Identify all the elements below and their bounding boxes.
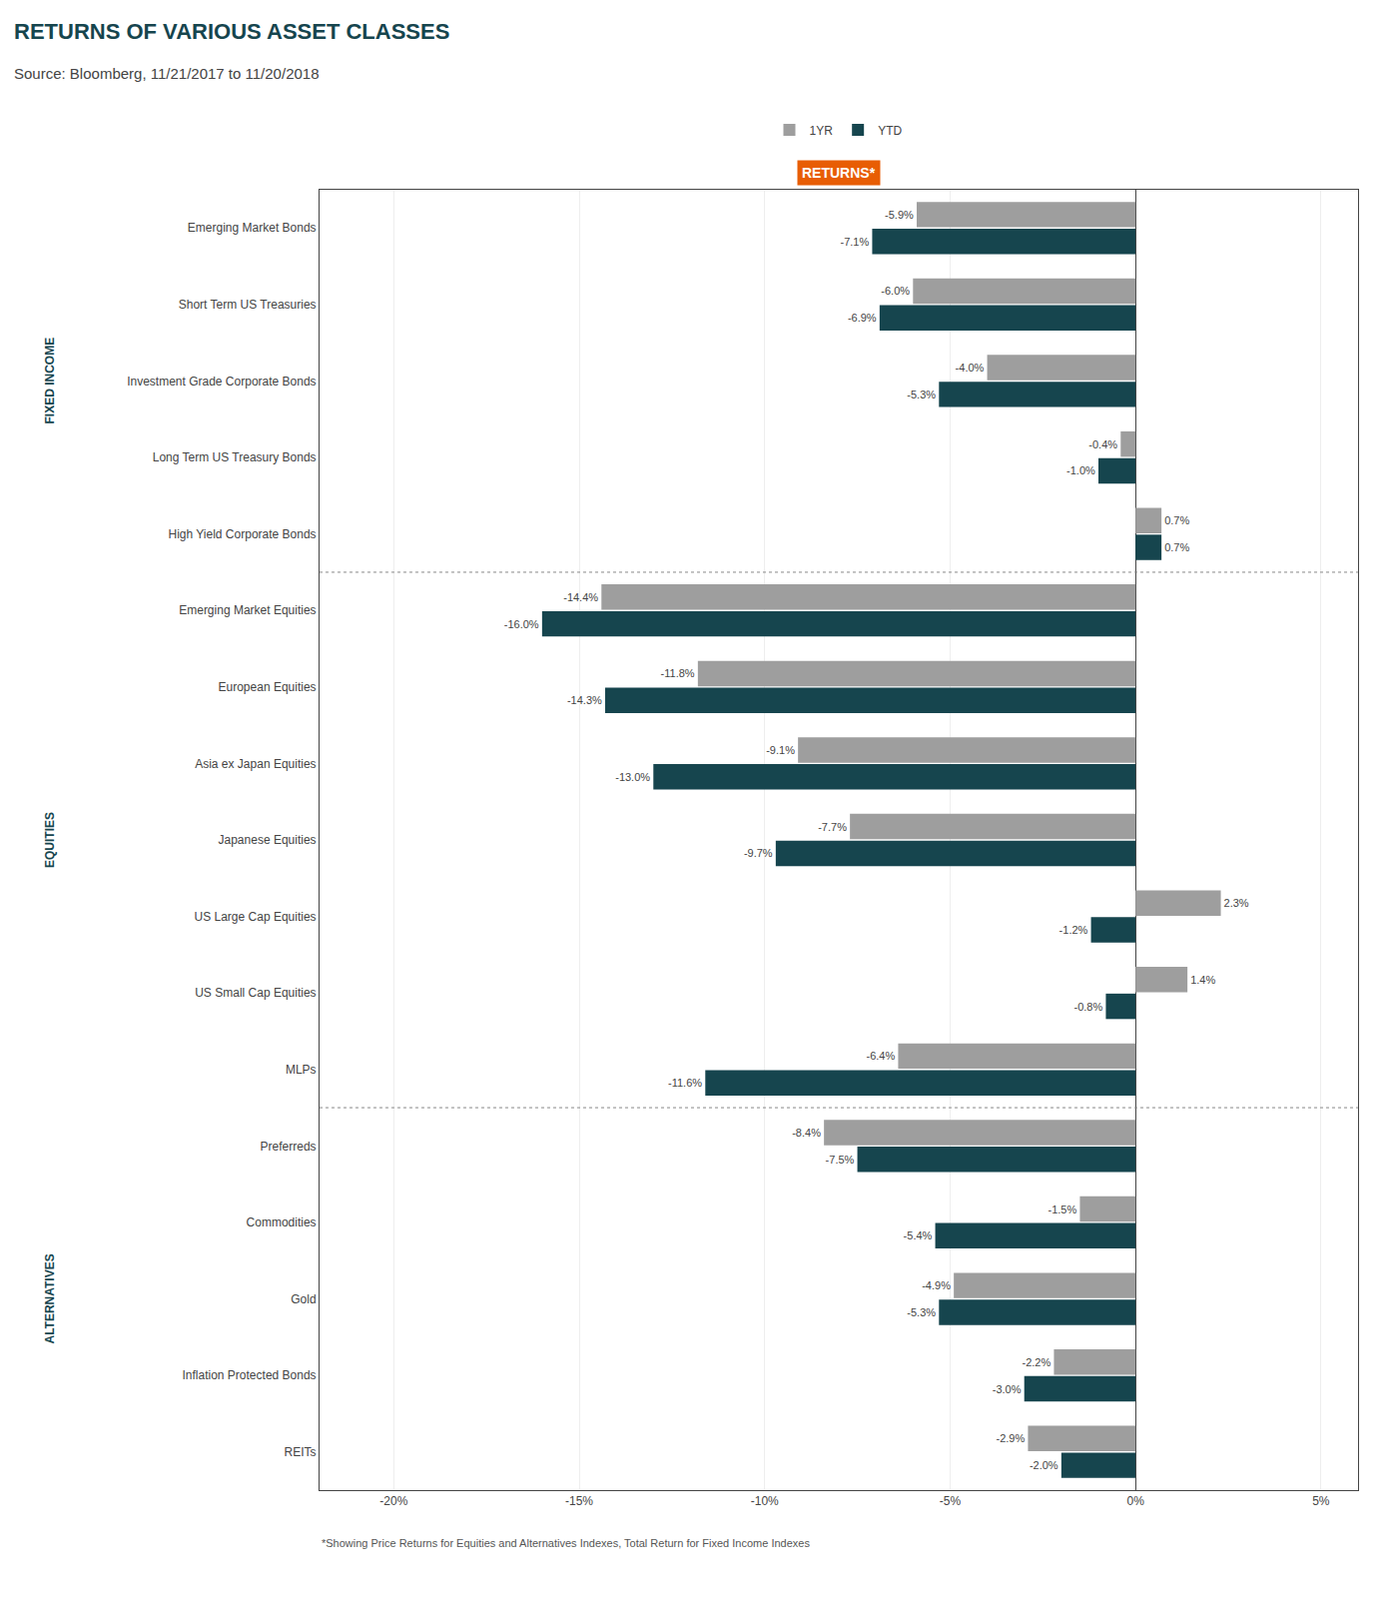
svg-text:2.3%: 2.3% bbox=[1224, 896, 1250, 909]
svg-text:-5.9%: -5.9% bbox=[884, 208, 914, 221]
svg-text:Preferreds: Preferreds bbox=[260, 1139, 317, 1154]
svg-text:European Equities: European Equities bbox=[218, 680, 317, 695]
svg-text:-6.9%: -6.9% bbox=[847, 311, 877, 324]
svg-text:Emerging Market Bonds: Emerging Market Bonds bbox=[187, 220, 317, 235]
svg-text:RETURNS*: RETURNS* bbox=[801, 164, 876, 181]
svg-text:0%: 0% bbox=[1126, 1493, 1145, 1508]
svg-text:Japanese Equities: Japanese Equities bbox=[218, 832, 317, 847]
svg-text:Long Term US Treasury Bonds: Long Term US Treasury Bonds bbox=[152, 450, 317, 465]
svg-text:-13.0%: -13.0% bbox=[615, 770, 651, 783]
svg-text:-20%: -20% bbox=[379, 1493, 408, 1508]
svg-text:-6.0%: -6.0% bbox=[880, 284, 910, 297]
svg-text:-15%: -15% bbox=[565, 1493, 594, 1508]
svg-text:Asia ex Japan Equities: Asia ex Japan Equities bbox=[194, 756, 316, 771]
svg-text:-16.0%: -16.0% bbox=[504, 618, 540, 631]
svg-text:US Large Cap Equities: US Large Cap Equities bbox=[194, 909, 317, 924]
svg-text:-4.9%: -4.9% bbox=[921, 1279, 951, 1292]
svg-text:-14.4%: -14.4% bbox=[563, 591, 599, 604]
svg-text:1YR: 1YR bbox=[809, 123, 834, 138]
svg-text:FIXED INCOME: FIXED INCOME bbox=[42, 337, 57, 425]
svg-text:Emerging Market Equities: Emerging Market Equities bbox=[178, 603, 316, 618]
svg-text:Investment Grade Corporate Bon: Investment Grade Corporate Bonds bbox=[126, 374, 316, 389]
svg-text:-7.5%: -7.5% bbox=[825, 1153, 855, 1166]
svg-text:-11.6%: -11.6% bbox=[668, 1076, 702, 1089]
svg-text:-3.0%: -3.0% bbox=[992, 1383, 1022, 1396]
svg-text:-9.7%: -9.7% bbox=[743, 846, 773, 859]
svg-text:Short Term US Treasuries: Short Term US Treasuries bbox=[178, 297, 317, 312]
svg-text:-0.8%: -0.8% bbox=[1073, 1000, 1103, 1013]
svg-text:-10%: -10% bbox=[750, 1493, 779, 1508]
svg-text:-1.2%: -1.2% bbox=[1059, 923, 1089, 936]
svg-text:5%: 5% bbox=[1312, 1493, 1331, 1508]
svg-text:ALTERNATIVES: ALTERNATIVES bbox=[42, 1253, 57, 1344]
svg-text:EQUITIES: EQUITIES bbox=[42, 811, 57, 868]
svg-text:-0.4%: -0.4% bbox=[1088, 438, 1118, 451]
svg-text:-2.2%: -2.2% bbox=[1021, 1356, 1051, 1369]
svg-text:-5.3%: -5.3% bbox=[906, 1306, 936, 1319]
svg-text:RETURNS OF VARIOUS ASSET CLASS: RETURNS OF VARIOUS ASSET CLASSES bbox=[13, 18, 450, 44]
svg-text:*Showing Price Returns for Equ: *Showing Price Returns for Equities and … bbox=[321, 1536, 810, 1549]
svg-text:Commodities: Commodities bbox=[246, 1215, 317, 1230]
svg-text:-9.1%: -9.1% bbox=[765, 743, 795, 756]
svg-text:-4.0%: -4.0% bbox=[955, 361, 985, 374]
svg-text:-8.4%: -8.4% bbox=[791, 1126, 821, 1139]
svg-text:Source: Bloomberg, 11/21/2017: Source: Bloomberg, 11/21/2017 to 11/20/2… bbox=[13, 64, 320, 82]
svg-text:0.7%: 0.7% bbox=[1164, 541, 1190, 554]
svg-text:-5%: -5% bbox=[939, 1493, 962, 1508]
svg-text:-11.8%: -11.8% bbox=[661, 667, 696, 680]
svg-text:0.7%: 0.7% bbox=[1164, 514, 1190, 527]
svg-text:YTD: YTD bbox=[877, 123, 902, 138]
svg-text:-5.4%: -5.4% bbox=[903, 1229, 933, 1242]
svg-text:-1.5%: -1.5% bbox=[1047, 1203, 1077, 1216]
svg-text:-5.3%: -5.3% bbox=[906, 388, 936, 401]
svg-text:-1.0%: -1.0% bbox=[1066, 464, 1096, 477]
svg-text:-14.3%: -14.3% bbox=[567, 694, 603, 706]
svg-text:1.4%: 1.4% bbox=[1190, 973, 1216, 986]
svg-text:-2.0%: -2.0% bbox=[1029, 1458, 1059, 1471]
svg-text:MLPs: MLPs bbox=[285, 1062, 317, 1077]
svg-text:US Small Cap Equities: US Small Cap Equities bbox=[194, 985, 316, 1000]
svg-text:REITs: REITs bbox=[284, 1444, 317, 1459]
svg-text:-7.7%: -7.7% bbox=[817, 820, 847, 833]
svg-text:-6.4%: -6.4% bbox=[865, 1049, 895, 1062]
svg-text:-2.9%: -2.9% bbox=[995, 1431, 1025, 1444]
svg-text:Gold: Gold bbox=[290, 1292, 316, 1307]
svg-text:High Yield Corporate Bonds: High Yield Corporate Bonds bbox=[168, 527, 317, 542]
svg-text:Inflation Protected Bonds: Inflation Protected Bonds bbox=[182, 1368, 317, 1383]
svg-text:-7.1%: -7.1% bbox=[839, 235, 869, 248]
